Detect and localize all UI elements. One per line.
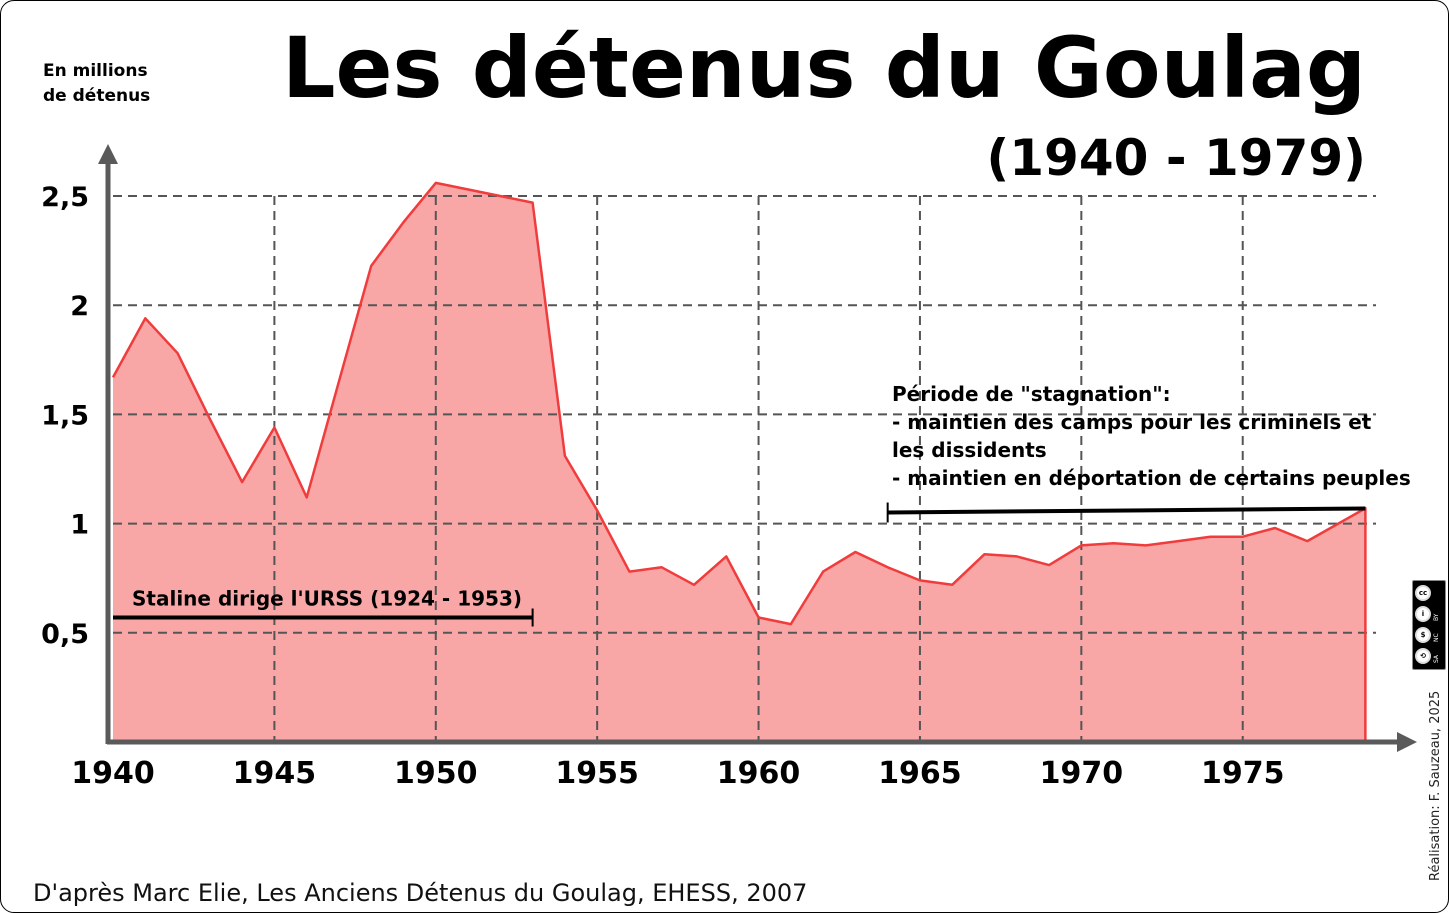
page-title: Les détenus du Goulag	[281, 19, 1366, 117]
stalin-period-label: Staline dirige l'URSS (1924 - 1953)	[132, 587, 522, 611]
y-axis-arrow	[98, 144, 118, 164]
x-tick-label: 1970	[1040, 756, 1124, 791]
sa-symbol: ⟲	[1415, 648, 1431, 664]
y-tick-label: 2,5	[41, 182, 89, 213]
x-tick-label: 1940	[71, 756, 155, 791]
by-tag: BY	[1433, 613, 1440, 621]
y-tick-label: 0,5	[41, 619, 89, 650]
y-tick-label: 2	[70, 291, 89, 322]
cc-by-nc-sa-icon: cc i $ ⟲ BY NC SA	[1412, 580, 1446, 670]
stagnation-period-label-line: les dissidents	[892, 438, 1047, 462]
area-fill	[113, 182, 1366, 742]
page-subtitle: (1940 - 1979)	[986, 129, 1366, 187]
source-note: D'après Marc Elie, Les Anciens Détenus d…	[33, 879, 808, 907]
x-tick-label: 1950	[394, 756, 478, 791]
x-axis-arrow	[1397, 732, 1417, 752]
stagnation-period-bar	[887, 506, 1366, 515]
y-tick-label: 1	[70, 510, 89, 541]
nc-tag: NC	[1433, 633, 1440, 642]
stagnation-period-label-line: - maintien des camps pour les criminels …	[892, 410, 1372, 434]
y-tick-label: 1,5	[41, 400, 89, 431]
x-tick-label: 1975	[1201, 756, 1285, 791]
x-tick-label: 1960	[717, 756, 801, 791]
by-symbol: i	[1415, 606, 1431, 622]
series-line	[111, 181, 1367, 743]
x-tick-label: 1945	[233, 756, 317, 791]
x-tick-label: 1955	[555, 756, 639, 791]
cc-symbol: cc	[1415, 585, 1431, 601]
y-axis-unit-label: En millions de détenus	[43, 61, 151, 106]
x-tick-label: 1965	[878, 756, 962, 791]
stagnation-period-label-line: - maintien en déportation de certains pe…	[892, 466, 1411, 490]
nc-symbol: $	[1415, 627, 1431, 643]
sa-tag: SA	[1433, 654, 1440, 663]
author-credit: Réalisation: F. Sauzeau, 2025	[1428, 690, 1443, 881]
stagnation-period-label-line: Période de "stagnation":	[892, 382, 1171, 406]
